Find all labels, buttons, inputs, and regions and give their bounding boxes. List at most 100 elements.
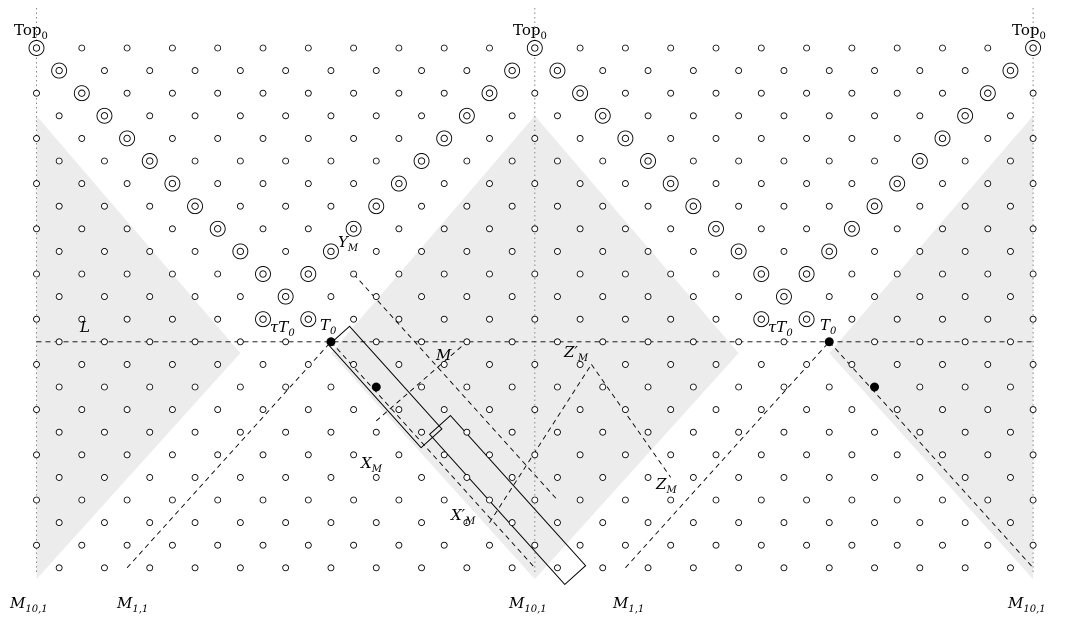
lattice-node (282, 338, 290, 346)
lattice-node (440, 180, 448, 188)
lattice-node (621, 44, 629, 52)
lattice-node (350, 496, 358, 504)
circled-node-inner (780, 292, 788, 301)
lattice-node (712, 360, 720, 368)
lattice-node (576, 134, 584, 142)
lattice-node (939, 315, 946, 323)
circled-node-inner (440, 134, 448, 143)
lattice-node (372, 157, 380, 165)
lattice-node (33, 360, 40, 368)
lattice-node (327, 428, 335, 436)
filled-node (371, 382, 381, 392)
lattice-node (304, 180, 312, 188)
lattice-node (576, 180, 584, 188)
lattice-node (463, 157, 471, 165)
circled-node-inner (123, 134, 131, 143)
lattice-node (101, 247, 108, 255)
lattice-node (803, 134, 811, 142)
lattice-node (689, 428, 697, 436)
circled-node-inner (32, 44, 41, 52)
lattice-node (1029, 134, 1037, 142)
circled-node-inner (984, 89, 992, 97)
lattice-node (1007, 247, 1014, 255)
lattice-node (350, 406, 358, 414)
lattice-node (395, 225, 403, 233)
lattice-node (576, 225, 584, 233)
lattice-node (486, 134, 493, 142)
lattice-node (418, 67, 425, 75)
lattice-node (123, 315, 131, 323)
lattice-node (304, 541, 312, 549)
lattice-node (101, 383, 108, 391)
lattice-node (531, 270, 539, 278)
lattice-node (871, 428, 878, 436)
lattice-node (984, 134, 992, 142)
lattice-node (848, 270, 856, 278)
lattice-node (961, 157, 969, 165)
lattice-node (168, 360, 176, 368)
lattice-node (463, 338, 471, 346)
lattice-node (780, 112, 788, 120)
lattice-node (486, 360, 493, 368)
lattice-node (531, 541, 539, 549)
lattice-node (101, 67, 108, 75)
lattice-node (735, 428, 743, 436)
lattice-node (1007, 112, 1014, 120)
lattice-node (689, 67, 697, 75)
lattice-node (621, 496, 629, 504)
XM-label: XM (360, 454, 383, 475)
dashed-XpM-up (489, 364, 592, 523)
lattice-node (644, 247, 652, 255)
lattice-node (282, 383, 290, 391)
lattice-node (599, 428, 607, 436)
lattice-node (961, 293, 969, 301)
lattice-node (961, 383, 969, 391)
lattice-node (916, 202, 924, 210)
lattice-node (440, 496, 448, 504)
lattice-node (825, 564, 833, 572)
XpM-label: X′M (450, 506, 476, 527)
lattice-node (168, 134, 176, 142)
lattice-node (689, 383, 697, 391)
lattice-node (78, 225, 86, 233)
M11-label-left: M1,1 (116, 594, 148, 615)
shaded-regions (36, 115, 1034, 580)
lattice-node (848, 451, 856, 459)
lattice-node (667, 360, 675, 368)
lattice-node (508, 383, 516, 391)
lattice-node (1007, 383, 1014, 391)
dashed-left-up (126, 341, 332, 569)
lattice-node (146, 519, 154, 527)
lattice-node (576, 406, 584, 414)
lattice-node (78, 270, 86, 278)
lattice-node (282, 112, 290, 120)
circled-node-inner (327, 247, 335, 256)
filled-node (824, 337, 834, 347)
lattice-node (667, 270, 675, 278)
lattice-node (576, 270, 584, 278)
lattice-node (508, 293, 516, 301)
lattice-node (236, 67, 244, 75)
dashed-right-up (625, 341, 830, 569)
lattice-node (259, 360, 267, 368)
lattice-node (486, 315, 493, 323)
lattice-node (101, 473, 108, 481)
lattice-node (350, 315, 358, 323)
circled-node-inner (553, 66, 562, 75)
lattice-node (508, 112, 516, 120)
lattice-node (939, 44, 946, 52)
lattice-node (350, 360, 358, 368)
lattice-node (939, 541, 946, 549)
lattice-node (621, 270, 629, 278)
M-label: M (435, 346, 452, 364)
lattice-node (33, 496, 40, 504)
lattice-node (236, 473, 244, 481)
lattice-node (848, 89, 856, 97)
lattice-node (621, 89, 629, 97)
lattice-node (803, 180, 811, 188)
dashed-T0-down (330, 341, 536, 569)
lattice-node (372, 519, 380, 527)
lattice-node (168, 270, 176, 278)
lattice-node (599, 202, 607, 210)
lattice-node (214, 134, 222, 142)
